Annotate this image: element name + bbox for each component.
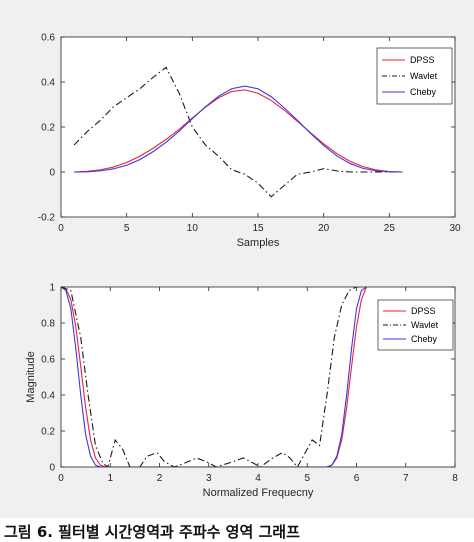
x-tick-label: 0	[58, 473, 64, 484]
y-tick-label: 0	[49, 168, 55, 179]
y-tick-label: 0.4	[41, 391, 55, 402]
x-axis-label: Samples	[237, 237, 280, 249]
x-axis-label: Normalized Frequecny	[203, 487, 314, 499]
series-line-wavlet	[73, 66, 403, 198]
series-line-wavlet	[61, 287, 362, 467]
x-tick-label: 2	[157, 473, 163, 484]
series-group	[61, 287, 367, 467]
legend-label-dpss: DPSS	[411, 306, 436, 316]
y-tick-label: 0.2	[41, 427, 55, 438]
legend: DPSS Wavlet Cheby	[376, 47, 453, 105]
x-tick-label: 7	[403, 473, 409, 484]
x-tick-label: 25	[384, 223, 396, 234]
legend-label-wavlet: Wavlet	[410, 71, 438, 81]
x-tick-label: 3	[206, 473, 212, 484]
legend-label-dpss: DPSS	[410, 55, 435, 65]
legend-label-wavlet: Wavlet	[411, 320, 439, 330]
x-tick-label: 4	[255, 473, 261, 484]
figure-caption: 그림 6. 필터별 시간영역과 주파수 영역 그래프	[4, 523, 300, 541]
x-tick-label: 1	[107, 473, 113, 484]
time-domain-chart: 0 5 10 15 20 25 30-0.200.20.40.6SamplesDPSSWav…	[25, 33, 461, 500]
y-tick-label: 0.6	[41, 33, 55, 44]
y-tick-label: 1	[49, 283, 55, 294]
x-tick-label: 10	[187, 223, 199, 234]
series-line-cheby	[74, 85, 403, 173]
series-line-dpss	[74, 89, 403, 173]
y-axis-label: Magnitude	[25, 351, 37, 402]
x-tick-label: 15	[252, 223, 264, 234]
chart-2: 0 1 2 3 4 5 6 7 8 0 0.2 0.4 0.6 0.8 1 Normalized Freque…	[25, 283, 458, 500]
x-tick-label: 30	[449, 223, 461, 234]
legend-label-cheby: Cheby	[410, 87, 437, 97]
series-line-cheby	[61, 287, 367, 467]
y-tick-label: 0.8	[41, 319, 55, 330]
x-tick-label: 20	[318, 223, 330, 234]
y-tick-label: 0	[49, 463, 55, 474]
chart-1: 0 5 10 15 20 25 30-0.200.20.40.6SamplesDPSSWav…	[38, 33, 461, 250]
x-tick-label: 8	[452, 473, 458, 484]
y-tick-label: 0.6	[41, 355, 55, 366]
series-group	[73, 66, 403, 198]
legend: DPSS Wavlet Cheby	[377, 299, 454, 351]
y-tick-label: 0.2	[41, 123, 55, 134]
y-tick-label: -0.2	[38, 213, 56, 224]
series-line-dpss	[61, 287, 367, 467]
x-tick-label: 5	[304, 473, 310, 484]
x-tick-label: 0	[58, 223, 64, 234]
legend-label-cheby: Cheby	[411, 334, 438, 344]
x-tick-label: 5	[124, 223, 130, 234]
x-tick-label: 6	[354, 473, 360, 484]
y-tick-label: 0.4	[41, 78, 55, 89]
